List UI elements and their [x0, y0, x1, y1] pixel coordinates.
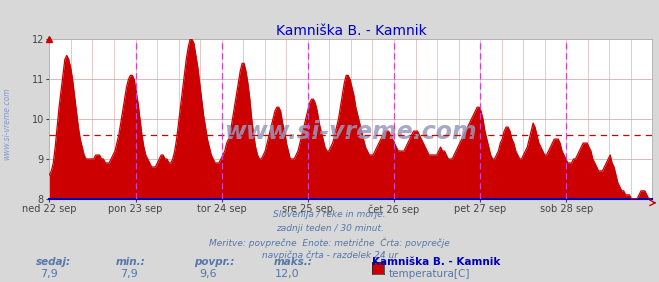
Text: min.:: min.: — [115, 257, 145, 266]
Text: navpična črta - razdelek 24 ur: navpična črta - razdelek 24 ur — [262, 251, 397, 260]
Text: 7,9: 7,9 — [41, 269, 58, 279]
Text: maks.:: maks.: — [273, 257, 312, 266]
Text: www.si-vreme.com: www.si-vreme.com — [225, 120, 477, 144]
Text: temperatura[C]: temperatura[C] — [389, 269, 471, 279]
Text: 7,9: 7,9 — [120, 269, 137, 279]
Text: 9,6: 9,6 — [199, 269, 216, 279]
Text: Meritve: povprečne  Enote: metrične  Črta: povprečje: Meritve: povprečne Enote: metrične Črta:… — [209, 237, 450, 248]
Text: povpr.:: povpr.: — [194, 257, 235, 266]
Text: Kamniška B. - Kamnik: Kamniška B. - Kamnik — [372, 257, 501, 266]
Text: 12,0: 12,0 — [274, 269, 299, 279]
Text: sedaj:: sedaj: — [36, 257, 71, 266]
Title: Kamniška B. - Kamnik: Kamniška B. - Kamnik — [275, 24, 426, 38]
Text: zadnji teden / 30 minut.: zadnji teden / 30 minut. — [275, 224, 384, 233]
Text: www.si-vreme.com: www.si-vreme.com — [3, 88, 12, 160]
Text: Slovenija / reke in morje.: Slovenija / reke in morje. — [273, 210, 386, 219]
